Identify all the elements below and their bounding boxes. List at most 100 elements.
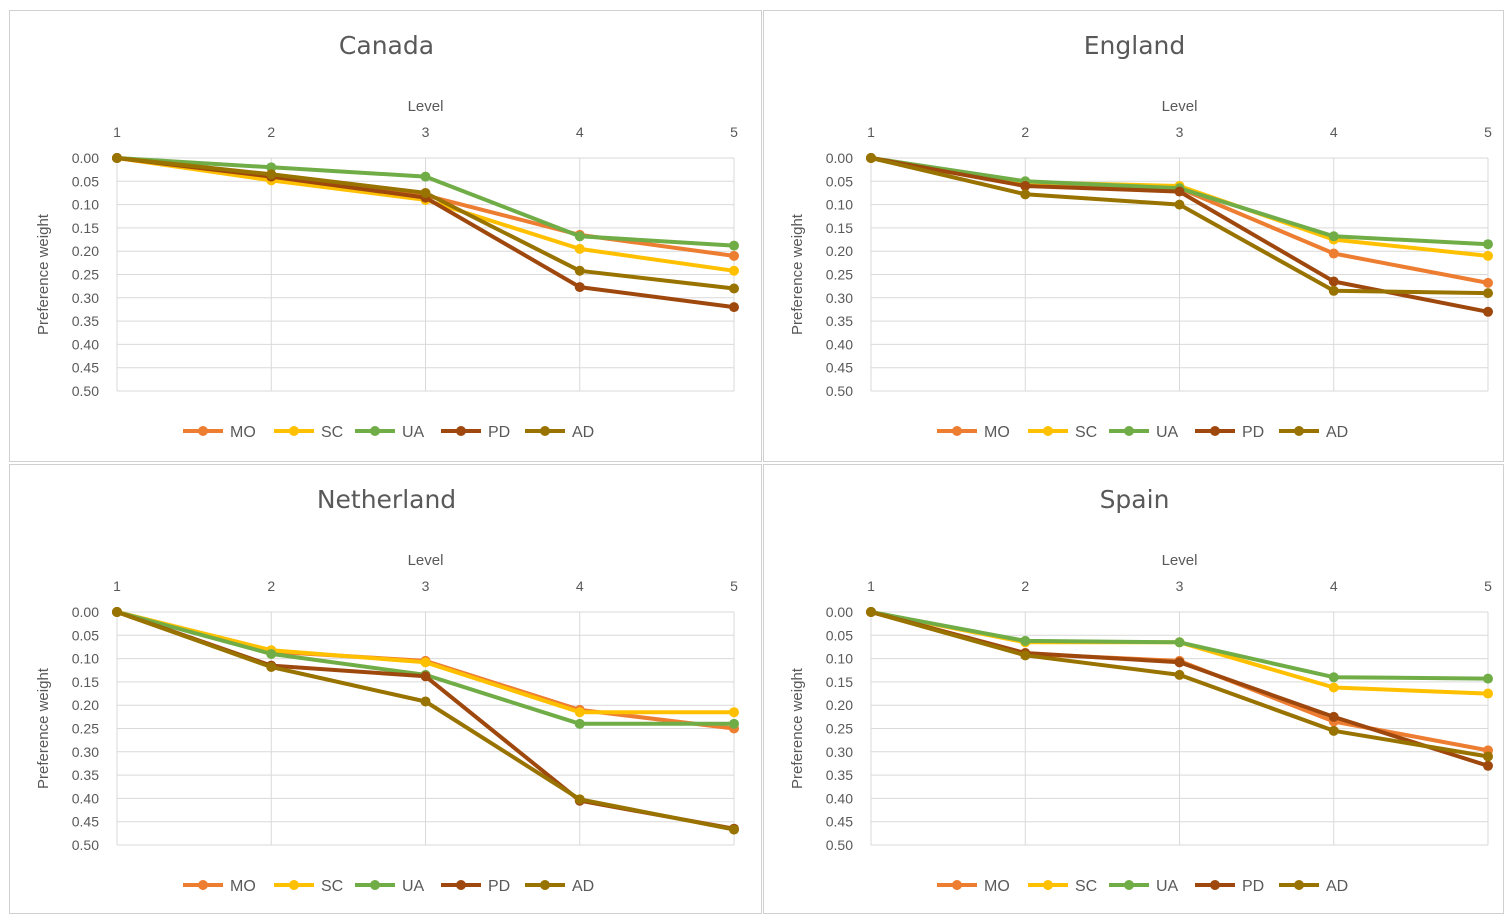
y-tick-label: 0.00 — [826, 604, 853, 620]
y-tick-label: 0.25 — [72, 267, 99, 283]
legend-label-pd: PD — [488, 424, 510, 441]
chart-panel-spain: Spain 0.00 0.05 0.10 0.15 0.20 0.25 0.30 0.35 0.… — [763, 464, 1504, 914]
x-tick-label: 5 — [730, 124, 738, 140]
data-point-ad — [866, 153, 876, 163]
legend-marker-pd — [1210, 880, 1220, 890]
data-point-pd — [1174, 186, 1185, 197]
legend-marker-ad — [1294, 880, 1304, 890]
y-tick-label: 0.50 — [72, 837, 99, 853]
y-tick-label: 0.35 — [826, 767, 853, 783]
y-tick-label: 0.15 — [826, 220, 853, 236]
data-point-ua — [1483, 673, 1493, 684]
x-tick-label: 2 — [1021, 578, 1029, 594]
legend-label-ua: UA — [1156, 878, 1179, 895]
data-point-pd — [1483, 760, 1493, 771]
legend-marker-sc — [1043, 880, 1053, 890]
y-axis-label: Preference weight — [35, 213, 52, 335]
data-point-ad — [1328, 725, 1339, 736]
legend-marker-ad — [1294, 426, 1304, 436]
x-tick-label: 1 — [113, 578, 121, 594]
data-point-mo — [1328, 248, 1339, 259]
legend-label-pd: PD — [1242, 878, 1264, 895]
legend-label-ad: AD — [572, 878, 594, 895]
legend-marker-mo — [952, 426, 962, 436]
data-point-ua — [729, 240, 739, 251]
chart-title: Netherland — [316, 485, 457, 514]
data-point-pd — [1483, 306, 1493, 317]
data-point-ad — [729, 824, 739, 835]
y-tick-label: 0.15 — [72, 220, 99, 236]
x-tick-label: 2 — [267, 124, 275, 140]
y-tick-label: 0.05 — [72, 173, 99, 189]
x-tick-label: 3 — [422, 124, 430, 140]
y-tick-label: 0.40 — [826, 336, 853, 352]
x-tick-label: 4 — [576, 578, 584, 594]
y-tick-label: 0.30 — [72, 290, 99, 306]
data-point-ua — [574, 718, 585, 729]
y-tick-label: 0.00 — [826, 150, 853, 166]
legend-label-pd: PD — [1242, 424, 1264, 441]
data-point-ad — [1020, 650, 1031, 661]
legend-label-sc: SC — [1075, 424, 1097, 441]
legend-label-mo: MO — [984, 878, 1010, 895]
legend-label-ua: UA — [1156, 424, 1179, 441]
data-point-ad — [1174, 669, 1185, 680]
data-point-ua — [1328, 672, 1339, 683]
y-tick-label: 0.25 — [72, 721, 99, 737]
data-point-ad — [866, 607, 876, 617]
y-tick-label: 0.25 — [826, 721, 853, 737]
data-point-ad — [1483, 751, 1493, 762]
data-point-pd — [574, 282, 585, 293]
x-tick-label: 1 — [867, 578, 875, 594]
legend-marker-sc — [289, 426, 299, 436]
y-tick-label: 0.50 — [826, 837, 853, 853]
y-tick-label: 0.10 — [72, 651, 99, 667]
x-axis-label: Level — [1162, 98, 1198, 115]
x-tick-label: 3 — [1176, 578, 1184, 594]
data-point-ua — [266, 162, 277, 173]
data-point-ua — [1328, 231, 1339, 242]
data-point-ad — [574, 794, 585, 805]
legend-marker-sc — [289, 880, 299, 890]
x-tick-label: 2 — [267, 578, 275, 594]
y-tick-label: 0.30 — [826, 290, 853, 306]
x-tick-label: 1 — [867, 124, 875, 140]
legend-marker-pd — [1210, 426, 1220, 436]
legend-label-pd: PD — [488, 878, 510, 895]
data-point-sc — [729, 265, 739, 276]
y-tick-label: 0.20 — [72, 697, 99, 713]
legend-marker-mo — [952, 880, 962, 890]
chart-title: England — [1083, 31, 1186, 60]
y-axis-label: Preference weight — [35, 667, 52, 789]
y-tick-label: 0.45 — [826, 814, 853, 830]
legend-marker-ad — [540, 880, 550, 890]
x-tick-label: 4 — [576, 124, 584, 140]
legend-marker-ua — [370, 880, 380, 890]
y-tick-label: 0.05 — [826, 173, 853, 189]
data-point-ua — [574, 231, 585, 242]
data-point-mo — [1483, 277, 1493, 288]
y-tick-label: 0.50 — [826, 383, 853, 399]
data-point-ad — [266, 169, 277, 180]
data-point-sc — [574, 707, 585, 718]
data-point-ad — [1328, 285, 1339, 296]
x-tick-label: 3 — [422, 578, 430, 594]
x-tick-label: 2 — [1021, 124, 1029, 140]
legend-label-ua: UA — [402, 878, 425, 895]
y-tick-label: 0.45 — [72, 360, 99, 376]
y-tick-label: 0.00 — [72, 150, 99, 166]
data-point-ua — [1483, 239, 1493, 250]
data-point-sc — [1483, 688, 1493, 699]
legend-label-ad: AD — [572, 424, 594, 441]
chart-panel-england: England 0.00 0.05 0.10 0.15 0.20 0.25 0.30 0.35… — [763, 10, 1504, 462]
y-tick-label: 0.40 — [72, 336, 99, 352]
data-point-ua — [266, 648, 277, 659]
y-tick-label: 0.20 — [826, 243, 853, 259]
x-tick-label: 4 — [1330, 578, 1338, 594]
data-point-ad — [266, 661, 277, 672]
y-tick-label: 0.10 — [826, 651, 853, 667]
legend-label-ad: AD — [1326, 878, 1348, 895]
y-tick-label: 0.30 — [72, 744, 99, 760]
data-point-pd — [1020, 180, 1031, 191]
legend-marker-ua — [370, 426, 380, 436]
